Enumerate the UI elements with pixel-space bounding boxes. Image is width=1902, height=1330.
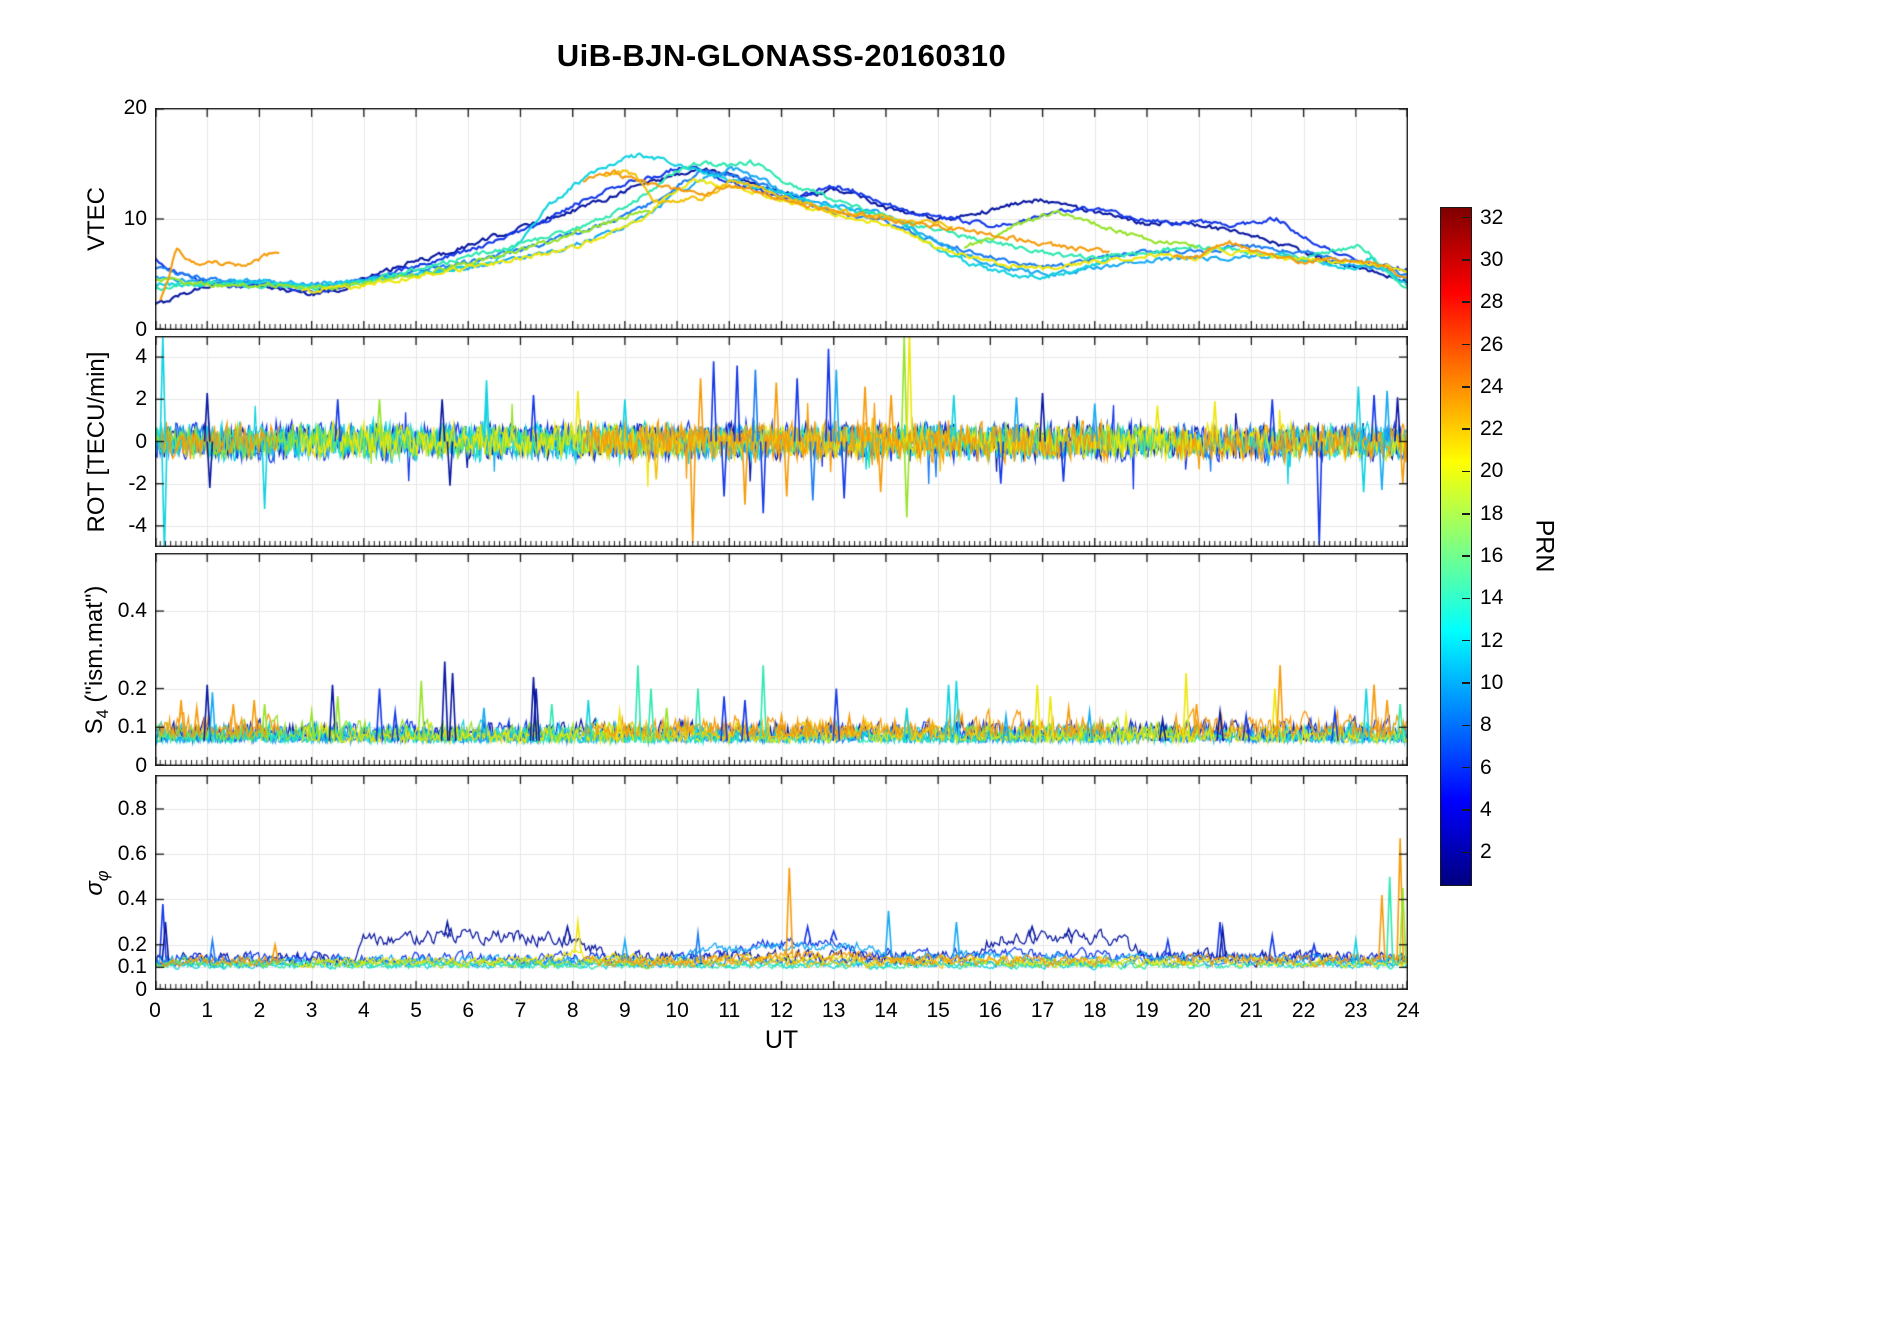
- colorbar-tick-label: 4: [1480, 797, 1492, 821]
- x-tick-label: 17: [1030, 999, 1055, 1022]
- colorbar-tick-mark: [1462, 259, 1470, 261]
- colorbar-tick-label: 16: [1480, 544, 1504, 568]
- x-tick-label: 7: [514, 999, 527, 1022]
- vtec-plot-canvas: [155, 108, 1408, 330]
- x-tick-label: 14: [874, 999, 898, 1022]
- x-tick-label: 19: [1135, 999, 1159, 1022]
- colorbar-tick-mark: [1462, 428, 1470, 430]
- colorbar-tick-mark: [1462, 682, 1470, 684]
- y-tick-label: 2: [135, 387, 147, 411]
- colorbar-tick-label: 22: [1480, 417, 1504, 441]
- y-tick-label: 0.6: [117, 842, 147, 866]
- colorbar-tick-mark: [1462, 809, 1470, 811]
- colorbar-tick-mark: [1462, 386, 1470, 388]
- colorbar-tick-label: 6: [1480, 755, 1492, 779]
- colorbar-tick-label: 30: [1480, 247, 1504, 271]
- x-tick-label: 15: [926, 999, 950, 1022]
- x-tick-label: 12: [769, 999, 794, 1022]
- x-tick-label: 20: [1187, 999, 1211, 1022]
- colorbar-tick-label: 28: [1480, 290, 1504, 314]
- colorbar-tick-mark: [1462, 724, 1470, 727]
- y-tick-label: 0: [135, 318, 147, 341]
- y-tick-label: 0.4: [117, 887, 147, 911]
- x-tick-label: 23: [1344, 999, 1368, 1022]
- x-tick-label: 18: [1083, 999, 1107, 1022]
- x-tick-label: 6: [462, 999, 475, 1022]
- colorbar-tick-label: 2: [1480, 840, 1492, 864]
- y-tick-label: 0.4: [117, 599, 147, 623]
- colorbar-tick-mark: [1462, 513, 1470, 515]
- y-tick-label: 10: [123, 207, 147, 230]
- y-tick-label: -2: [128, 471, 147, 495]
- x-tick-label: 1: [201, 999, 214, 1022]
- y-tick-label: 0.2: [117, 676, 147, 700]
- colorbar-tick-mark: [1462, 639, 1470, 642]
- y-tick-label: 0: [135, 754, 147, 777]
- y-tick-label: 0: [135, 978, 147, 1001]
- y-tick-label: 20: [123, 96, 147, 119]
- s4-plot-canvas: [155, 553, 1408, 766]
- x-tick-label: 9: [619, 999, 631, 1022]
- colorbar-tick-label: 24: [1480, 374, 1504, 398]
- x-tick-label: 0: [149, 999, 161, 1022]
- x-tick-label: 4: [357, 999, 370, 1022]
- sigma-phi-plot-canvas: [155, 775, 1408, 990]
- x-tick-label: 16: [978, 999, 1002, 1022]
- colorbar-tick-mark: [1462, 343, 1470, 346]
- colorbar-tick-label: 20: [1480, 459, 1504, 483]
- colorbar: [1440, 207, 1472, 886]
- x-axis-label: UT: [764, 1026, 799, 1054]
- y-tick-label: 0.8: [117, 796, 147, 820]
- colorbar-tick-label: 26: [1480, 332, 1504, 356]
- colorbar-tick-mark: [1462, 301, 1470, 303]
- x-tick-label: 11: [718, 999, 741, 1022]
- y-tick-label: 0.1: [117, 715, 147, 739]
- colorbar-tick-label: 32: [1480, 205, 1504, 229]
- x-tick-label: 2: [253, 999, 266, 1022]
- colorbar-tick-mark: [1462, 216, 1470, 219]
- x-tick-label: 24: [1396, 999, 1420, 1022]
- colorbar-tick-label: 8: [1480, 713, 1492, 737]
- colorbar-tick-label: 14: [1480, 586, 1504, 610]
- colorbar-tick-label: 12: [1480, 628, 1504, 652]
- y-tick-label: 0: [135, 429, 147, 453]
- x-tick-label: 5: [410, 999, 422, 1022]
- x-tick-label: 22: [1291, 999, 1316, 1022]
- colorbar-tick-mark: [1462, 470, 1470, 473]
- x-tick-label: 21: [1239, 999, 1264, 1022]
- colorbar-tick-label: 10: [1480, 671, 1504, 695]
- x-tick-label: 3: [305, 999, 318, 1022]
- colorbar-tick-mark: [1462, 766, 1470, 769]
- chart-title: UiB-BJN-GLONASS-20160310: [556, 38, 1007, 73]
- y-tick-label: 0.2: [117, 932, 147, 956]
- colorbar-tick-mark: [1462, 555, 1470, 557]
- colorbar-tick-label: 18: [1480, 501, 1504, 525]
- y-tick-label: 0.1: [117, 955, 147, 979]
- x-tick-label: 10: [665, 999, 689, 1022]
- y-tick-label: 4: [135, 345, 147, 369]
- x-tick-label: 8: [566, 999, 579, 1022]
- colorbar-tick-mark: [1462, 851, 1470, 854]
- colorbar-tick-mark: [1462, 597, 1470, 600]
- x-tick-label: 13: [822, 999, 846, 1022]
- rot-plot-canvas: [155, 336, 1408, 547]
- y-tick-label: -4: [128, 513, 147, 537]
